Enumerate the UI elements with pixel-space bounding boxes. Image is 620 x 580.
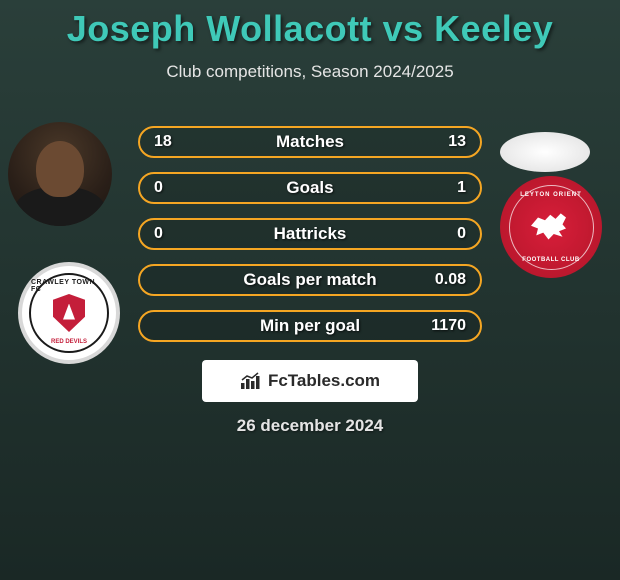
- club-left-badge-inner: CRAWLEY TOWN FC RED DEVILS: [29, 273, 109, 353]
- stat-label: Goals per match: [194, 270, 426, 290]
- club-right-badge-inner: LEYTON ORIENT FOOTBALL CLUB: [509, 185, 594, 270]
- content-area: CRAWLEY TOWN FC RED DEVILS LEYTON ORIENT…: [0, 112, 620, 452]
- header: Joseph Wollacott vs Keeley Club competit…: [0, 0, 620, 82]
- stat-row-goals: 0 Goals 1: [138, 172, 482, 204]
- club-right-name: LEYTON ORIENT: [520, 192, 582, 198]
- stat-label: Matches: [194, 132, 426, 152]
- page-title: Joseph Wollacott vs Keeley: [0, 8, 620, 50]
- stat-label: Min per goal: [194, 316, 426, 336]
- stat-label: Goals: [194, 178, 426, 198]
- stat-right-value: 1170: [426, 317, 466, 335]
- stat-left-value: 18: [154, 133, 194, 151]
- dragon-icon: [526, 202, 576, 252]
- stat-label: Hattricks: [194, 224, 426, 244]
- stat-row-hattricks: 0 Hattricks 0: [138, 218, 482, 250]
- player-left-avatar: [8, 122, 112, 226]
- stat-row-min-per-goal: Min per goal 1170: [138, 310, 482, 342]
- club-left-name: CRAWLEY TOWN FC: [31, 279, 107, 293]
- stats-list: 18 Matches 13 0 Goals 1 0 Hattricks 0 Go…: [138, 126, 482, 356]
- club-left-badge: CRAWLEY TOWN FC RED DEVILS: [18, 262, 120, 364]
- brand-text: FcTables.com: [268, 371, 380, 391]
- stat-right-value: 1: [426, 179, 466, 197]
- stat-left-value: 0: [154, 225, 194, 243]
- club-left-nickname: RED DEVILS: [48, 339, 90, 345]
- stat-row-goals-per-match: Goals per match 0.08: [138, 264, 482, 296]
- stat-right-value: 0.08: [426, 271, 466, 289]
- brand-box: FcTables.com: [202, 360, 418, 402]
- player-right-avatar: [500, 132, 590, 172]
- stat-right-value: 13: [426, 133, 466, 151]
- stat-right-value: 0: [426, 225, 466, 243]
- date-label: 26 december 2024: [237, 416, 384, 436]
- chart-icon: [240, 372, 262, 390]
- club-right-subtitle: FOOTBALL CLUB: [522, 257, 579, 263]
- club-left-shield-icon: [53, 294, 85, 332]
- page-subtitle: Club competitions, Season 2024/2025: [0, 62, 620, 82]
- club-right-badge: LEYTON ORIENT FOOTBALL CLUB: [500, 176, 602, 278]
- stat-row-matches: 18 Matches 13: [138, 126, 482, 158]
- stat-left-value: 0: [154, 179, 194, 197]
